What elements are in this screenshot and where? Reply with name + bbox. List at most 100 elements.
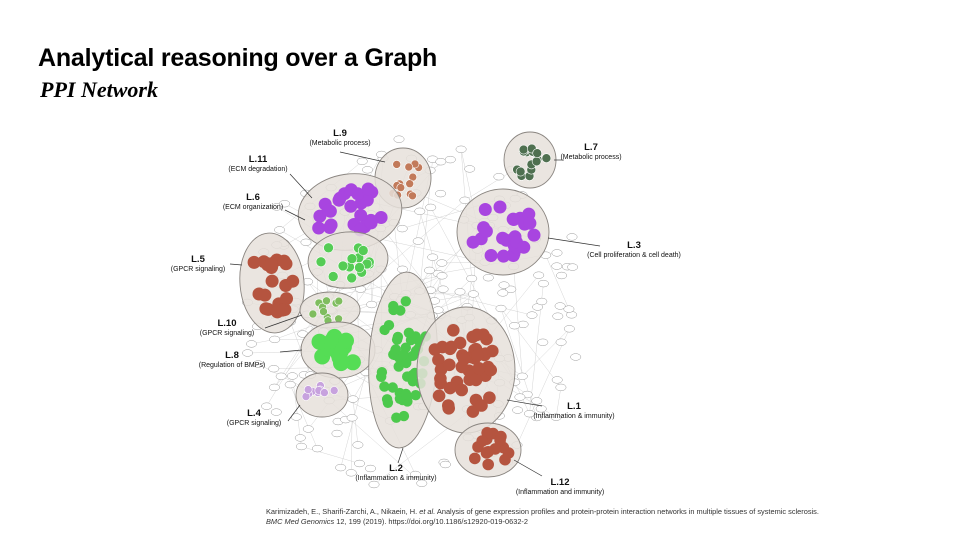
protein-node xyxy=(482,458,495,471)
module-cluster-l5 xyxy=(239,232,305,334)
protein-node xyxy=(432,389,446,403)
protein-node xyxy=(264,257,278,271)
protein-node xyxy=(466,274,478,283)
protein-node xyxy=(471,349,484,362)
citation-title: Analysis of gene expression profiles and… xyxy=(436,507,819,516)
interaction-edge xyxy=(555,387,562,418)
protein-node xyxy=(277,254,291,268)
protein-node xyxy=(552,312,564,320)
protein-node xyxy=(319,307,328,316)
protein-node xyxy=(518,144,529,155)
module-function-label: (Inflammation & immunity) xyxy=(355,475,436,482)
protein-node xyxy=(410,331,421,342)
protein-node xyxy=(286,274,300,288)
protein-node xyxy=(383,320,395,331)
protein-node xyxy=(295,442,307,451)
protein-node xyxy=(382,397,394,408)
protein-node xyxy=(271,203,283,211)
module-cluster-l10 xyxy=(299,291,361,329)
leader-line xyxy=(287,404,301,422)
protein-node xyxy=(356,157,368,165)
protein-node xyxy=(322,296,331,306)
protein-node xyxy=(566,233,578,241)
protein-node xyxy=(435,158,447,166)
protein-node xyxy=(442,402,456,415)
ppi-network-figure: L.9 (Metabolic process) L.11 (ECM degradati… xyxy=(150,120,710,505)
label-leader-lines xyxy=(229,151,601,477)
protein-node xyxy=(269,335,281,344)
protein-node xyxy=(555,383,567,392)
citation-journal: BMC Med Genomics xyxy=(266,517,335,526)
interaction-edge xyxy=(351,417,353,473)
protein-node xyxy=(531,156,542,167)
interaction-edge xyxy=(516,328,570,446)
protein-node xyxy=(532,148,543,159)
protein-node xyxy=(409,470,421,479)
module-cluster-l7 xyxy=(503,131,557,189)
leader-line xyxy=(229,263,243,266)
module-function-label: (GPCR signaling) xyxy=(227,420,281,427)
module-id-label: L.6 xyxy=(246,192,260,203)
protein-node xyxy=(466,235,480,249)
protein-node xyxy=(388,304,399,316)
protein-node xyxy=(455,145,467,153)
protein-node xyxy=(516,372,528,380)
protein-node xyxy=(242,349,254,357)
protein-node xyxy=(303,385,313,394)
protein-node xyxy=(387,382,398,393)
protein-node xyxy=(556,271,568,280)
protein-node xyxy=(405,179,415,189)
protein-node xyxy=(469,373,483,387)
protein-node xyxy=(374,211,388,224)
protein-node xyxy=(311,444,323,453)
protein-node xyxy=(335,463,347,472)
protein-node xyxy=(261,402,273,410)
protein-node xyxy=(315,256,327,268)
protein-node xyxy=(324,332,341,349)
protein-node xyxy=(533,271,545,279)
protein-node xyxy=(493,200,507,214)
protein-node xyxy=(361,182,375,196)
protein-node xyxy=(453,336,467,350)
module-function-label: (ECM degradation) xyxy=(228,166,287,173)
protein-node xyxy=(497,289,509,297)
protein-node xyxy=(567,263,579,271)
protein-node xyxy=(334,296,344,306)
ppi-network-graph: L.9(Metabolic process)L.11(ECM degradati… xyxy=(171,128,681,496)
protein-node xyxy=(333,355,349,372)
protein-node xyxy=(393,135,405,143)
protein-node xyxy=(354,262,365,273)
protein-node xyxy=(494,434,506,447)
protein-node xyxy=(327,271,339,282)
protein-node xyxy=(526,311,538,319)
protein-node xyxy=(252,360,264,368)
protein-node xyxy=(447,324,460,337)
protein-node xyxy=(476,435,489,447)
protein-node xyxy=(479,224,493,238)
module-labels: L.9(Metabolic process)L.11(ECM degradati… xyxy=(171,128,681,496)
module-function-label: (GPCR signaling) xyxy=(171,266,225,273)
protein-node xyxy=(512,406,524,414)
protein-node xyxy=(563,305,575,313)
interaction-edge xyxy=(500,308,562,388)
protein-node xyxy=(376,367,388,378)
protein-node xyxy=(483,391,496,405)
protein-node xyxy=(563,325,575,333)
protein-node xyxy=(498,281,510,289)
protein-node xyxy=(270,408,282,416)
interaction-edge xyxy=(522,328,570,377)
protein-node xyxy=(432,306,444,314)
protein-node xyxy=(425,203,437,212)
module-function-label: (Inflammation & immunity) xyxy=(533,413,614,420)
protein-node xyxy=(478,203,492,216)
protein-node xyxy=(346,272,357,284)
protein-node xyxy=(531,397,543,405)
protein-node xyxy=(555,338,567,346)
protein-node xyxy=(323,221,337,234)
protein-node xyxy=(346,253,358,264)
protein-node xyxy=(459,196,471,204)
leader-line xyxy=(289,173,313,199)
interaction-edge xyxy=(352,399,359,445)
protein-node xyxy=(424,266,435,275)
protein-node xyxy=(527,228,541,242)
